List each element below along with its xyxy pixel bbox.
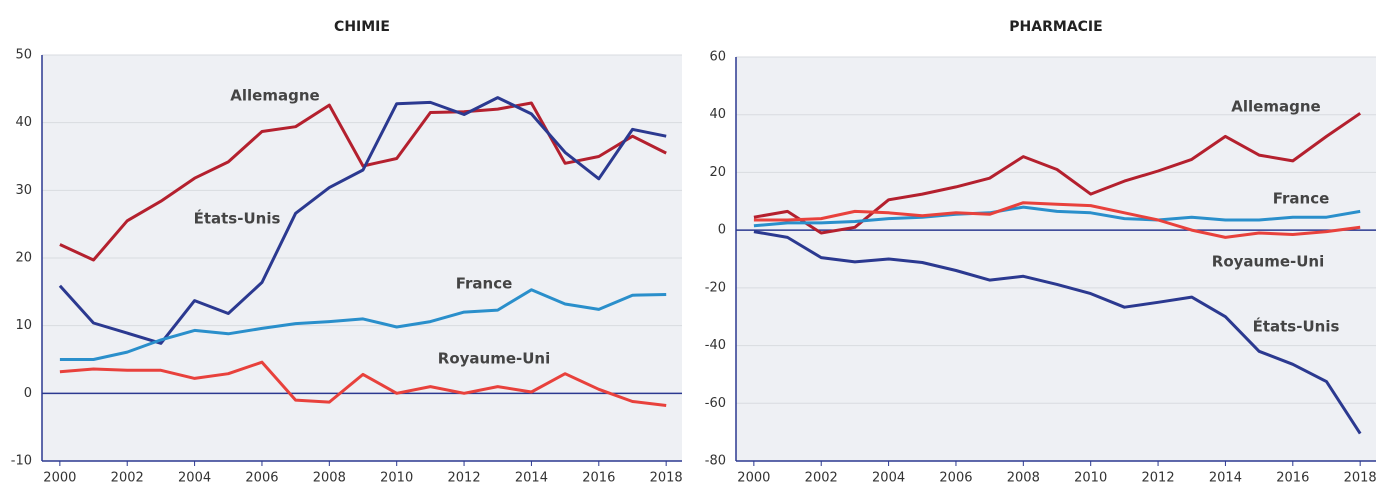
series-label: Allemagne xyxy=(230,87,319,105)
x-tick-label: 2018 xyxy=(650,471,683,486)
x-tick-label: 2016 xyxy=(1276,471,1309,486)
y-tick-label: 40 xyxy=(709,107,726,122)
series-label: États-Unis xyxy=(1253,317,1340,336)
x-tick-label: 2006 xyxy=(245,471,278,486)
y-tick-label: -10 xyxy=(11,454,32,469)
x-tick-label: 2012 xyxy=(1142,471,1175,486)
series-line xyxy=(753,230,1362,435)
x-tick-label: 2004 xyxy=(178,471,211,486)
series-label: Allemagne xyxy=(1231,98,1320,116)
chart-title: CHIMIE xyxy=(334,19,390,35)
x-tick-label: 2000 xyxy=(43,471,76,486)
series-line xyxy=(753,205,1361,228)
y-tick-label: 10 xyxy=(15,318,32,333)
series-line xyxy=(753,112,1362,235)
x-tick-label: 2010 xyxy=(1074,471,1107,486)
series-line xyxy=(59,101,667,262)
y-tick-label: 60 xyxy=(709,50,726,65)
x-tick-label: 2008 xyxy=(1007,471,1040,486)
chart-title: PHARMACIE xyxy=(1009,19,1102,35)
x-tick-label: 2016 xyxy=(582,471,615,486)
y-tick-label: -20 xyxy=(705,280,726,295)
series-label: Royaume-Uni xyxy=(438,350,550,368)
series-label: France xyxy=(1273,190,1330,208)
y-tick-label: 20 xyxy=(15,251,32,266)
x-tick-label: 2014 xyxy=(1209,471,1242,486)
series-line xyxy=(753,201,1361,239)
y-tick-label: -80 xyxy=(705,454,726,469)
y-tick-label: 20 xyxy=(709,165,726,180)
series-line xyxy=(59,360,667,407)
y-tick-label: 50 xyxy=(15,48,32,63)
x-tick-label: 2000 xyxy=(737,471,770,486)
series-line xyxy=(58,96,667,345)
x-tick-label: 2018 xyxy=(1344,471,1377,486)
y-tick-label: -60 xyxy=(705,396,726,411)
y-tick-label: 0 xyxy=(718,223,726,238)
y-tick-label: 0 xyxy=(24,386,32,401)
series-label: Royaume-Uni xyxy=(1212,253,1324,271)
y-tick-label: -40 xyxy=(705,338,726,353)
x-tick-label: 2004 xyxy=(872,471,905,486)
x-tick-label: 2014 xyxy=(515,471,548,486)
y-tick-label: 30 xyxy=(15,183,32,198)
x-tick-label: 2006 xyxy=(939,471,972,486)
x-tick-label: 2002 xyxy=(805,471,838,486)
series-label: France xyxy=(456,275,513,293)
x-tick-label: 2012 xyxy=(448,471,481,486)
x-tick-label: 2010 xyxy=(380,471,413,486)
x-tick-label: 2002 xyxy=(111,471,144,486)
y-tick-label: 40 xyxy=(15,115,32,130)
series-line xyxy=(59,288,667,361)
x-tick-label: 2008 xyxy=(313,471,346,486)
series-label: États-Unis xyxy=(194,209,281,228)
